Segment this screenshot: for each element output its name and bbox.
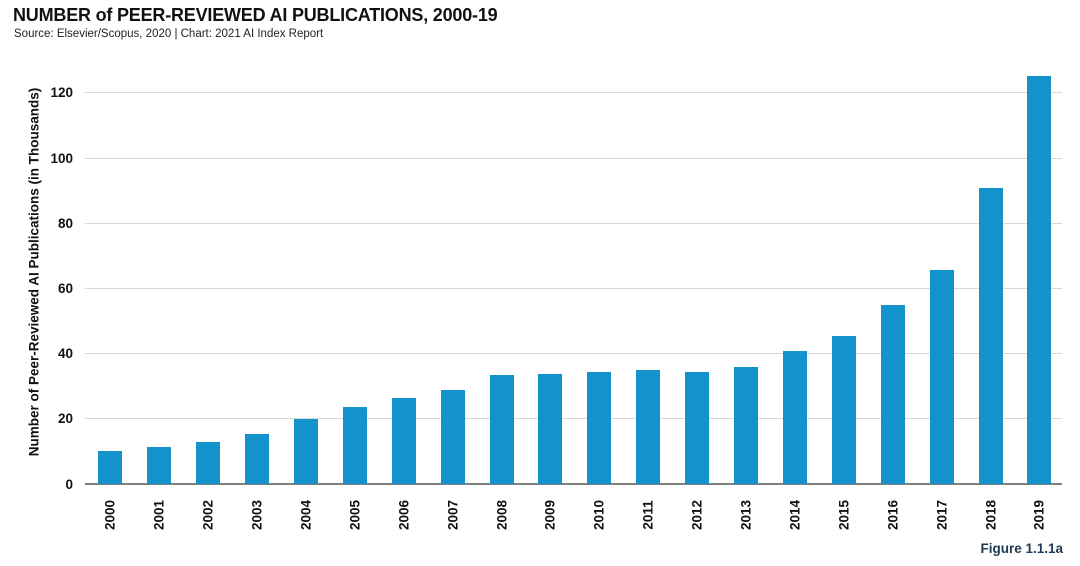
bar-2001 (147, 446, 172, 484)
x-label-2008: 2008 (493, 499, 509, 531)
y-tick-40: 40 (57, 345, 73, 361)
bar-2004 (293, 418, 318, 484)
bar-2015 (831, 336, 856, 484)
x-label-2017: 2017 (933, 499, 949, 531)
x-label-2011: 2011 (640, 500, 656, 530)
y-tick-0: 0 (65, 476, 73, 492)
x-label-2007: 2007 (444, 499, 460, 531)
bar-2010 (587, 371, 612, 484)
x-axis-line (85, 483, 1062, 485)
x-label-2019: 2019 (1031, 499, 1047, 531)
bar-2011 (636, 370, 661, 484)
y-tick-80: 80 (57, 215, 73, 231)
x-label-2002: 2002 (200, 499, 216, 531)
chart-source-credit: Source: Elsevier/Scopus, 2020 | Chart: 2… (14, 28, 324, 40)
x-label-2012: 2012 (689, 499, 705, 531)
bar-2014 (782, 351, 807, 484)
gridline-y-20 (85, 418, 1062, 420)
bar-2013 (734, 367, 758, 484)
gridline-y-100 (85, 157, 1062, 159)
y-tick-60: 60 (57, 280, 73, 296)
bar-2008 (489, 375, 514, 484)
plot-area (85, 74, 1062, 485)
x-label-2006: 2006 (395, 499, 411, 531)
y-tick-100: 100 (50, 150, 73, 166)
x-label-2001: 2001 (151, 499, 167, 531)
gridline-y-80 (85, 222, 1062, 224)
figure-number-label: Figure 1.1.1a (980, 541, 1063, 556)
bar-2002 (196, 441, 221, 484)
bar-2000 (98, 450, 123, 484)
x-label-2005: 2005 (347, 499, 363, 531)
bar-2006 (391, 397, 416, 484)
bar-2005 (342, 406, 367, 484)
x-label-2004: 2004 (298, 499, 314, 531)
gridline-y-120 (85, 92, 1062, 94)
x-label-2018: 2018 (982, 499, 998, 531)
y-axis-ticks: 0 20 40 60 80 100 120 (0, 74, 77, 490)
y-tick-20: 20 (57, 411, 73, 427)
x-label-2009: 2009 (542, 499, 558, 531)
bar-2009 (538, 374, 563, 484)
bar-2017 (929, 270, 954, 484)
bar-2012 (685, 371, 710, 484)
bar-2003 (245, 434, 269, 484)
y-tick-120: 120 (50, 85, 73, 101)
x-label-2010: 2010 (591, 499, 607, 531)
bar-2019 (1027, 75, 1052, 484)
x-label-2013: 2013 (738, 499, 754, 531)
bar-2018 (978, 187, 1003, 484)
x-label-2014: 2014 (787, 499, 803, 531)
chart-title: NUMBER of PEER-REVIEWED AI PUBLICATIONS,… (13, 5, 498, 25)
bar-2007 (440, 389, 465, 484)
x-label-2000: 2000 (102, 499, 118, 531)
bar-2016 (880, 304, 905, 484)
gridline-y-40 (85, 353, 1062, 355)
x-label-2015: 2015 (836, 499, 852, 531)
gridline-y-60 (85, 287, 1062, 289)
x-axis-labels: 2000 2001 2002 2003 2004 2005 2006 2007 2008 2009… (85, 489, 1062, 545)
x-label-2016: 2016 (884, 499, 900, 531)
x-label-2003: 2003 (249, 499, 265, 531)
